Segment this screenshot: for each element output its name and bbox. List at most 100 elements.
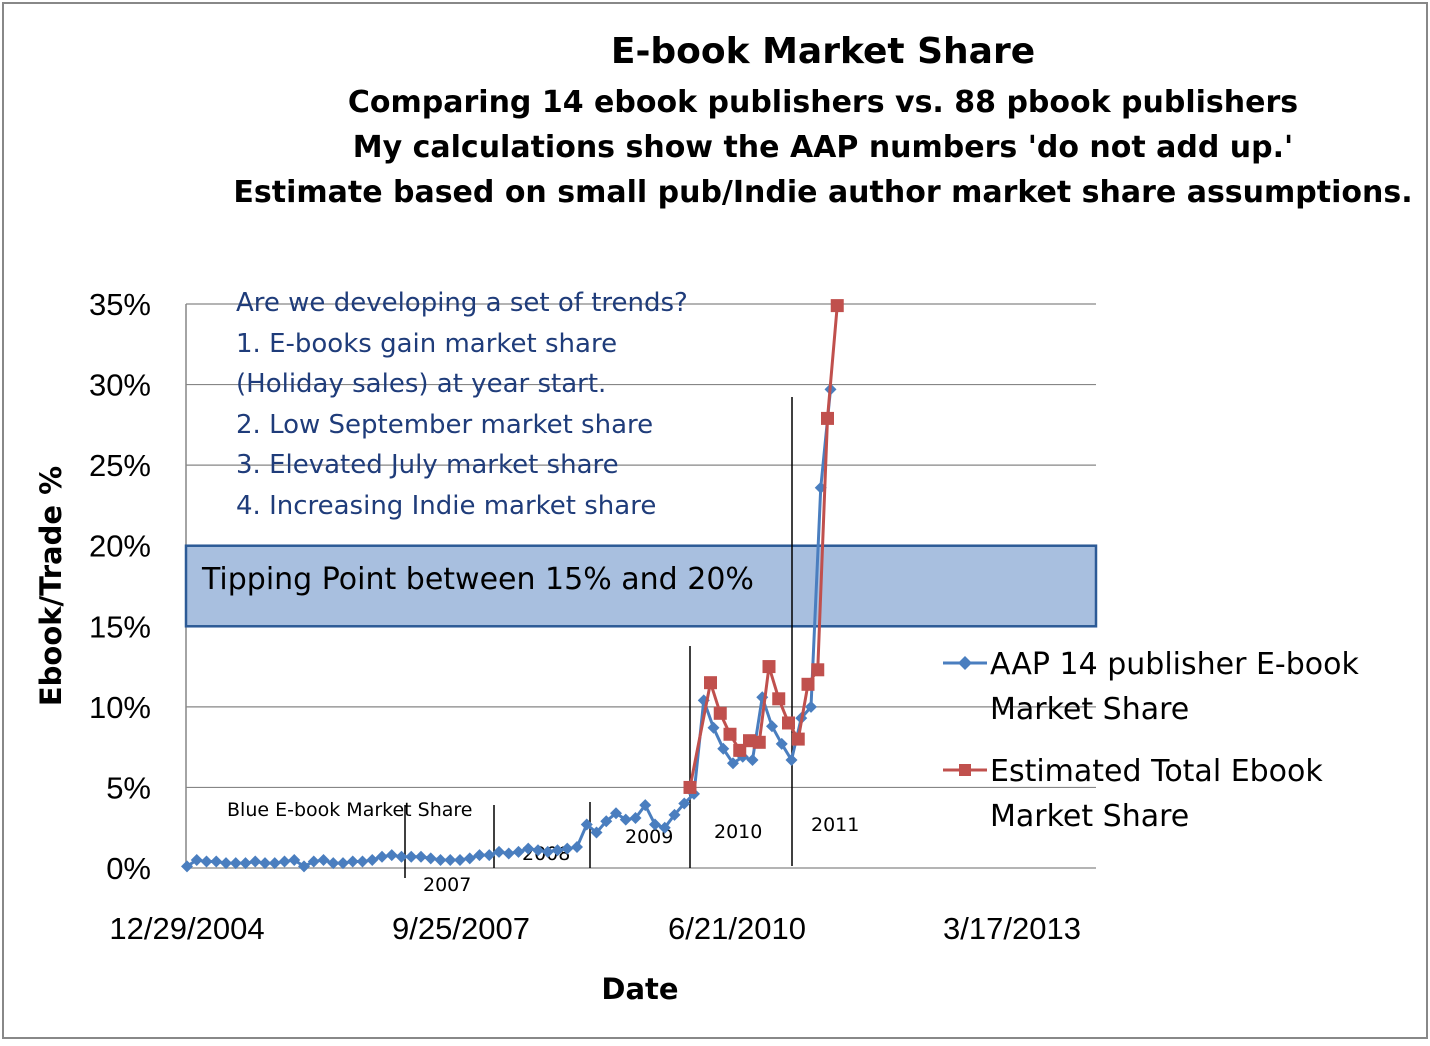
data-point-diamond xyxy=(639,799,652,812)
data-point-diamond xyxy=(493,845,505,858)
note-line-2: 1. E-books gain market share xyxy=(236,329,617,359)
data-point-diamond xyxy=(600,815,613,828)
year-label-2011: 2011 xyxy=(811,814,859,836)
data-point-diamond xyxy=(415,850,427,863)
tipping-point-label: Tipping Point between 15% and 20% xyxy=(201,562,754,597)
data-point-square xyxy=(683,780,697,794)
legend: AAP 14 publisher E-book Market Share Est… xyxy=(943,647,1359,834)
data-point-diamond xyxy=(259,857,271,870)
data-point-diamond xyxy=(483,849,496,862)
chart-title: E-book Market Share xyxy=(611,31,1035,72)
data-point-diamond xyxy=(785,754,798,767)
data-point-diamond xyxy=(298,860,310,873)
x-tick-label: 6/21/2010 xyxy=(668,911,806,946)
data-point-square xyxy=(821,411,834,425)
data-point-diamond xyxy=(200,855,213,868)
data-point-diamond xyxy=(190,853,203,866)
data-point-diamond xyxy=(337,857,349,870)
chart-subtitle-1: Comparing 14 ebook publishers vs. 88 pbo… xyxy=(348,85,1298,120)
y-tick-label: 30% xyxy=(89,368,151,403)
data-point-diamond xyxy=(541,845,554,858)
note-line-4: 2. Low September market share xyxy=(236,410,653,440)
data-point-diamond xyxy=(317,853,330,866)
data-point-diamond xyxy=(356,855,369,868)
data-point-diamond xyxy=(805,700,817,713)
data-point-diamond xyxy=(649,818,661,831)
data-point-diamond xyxy=(249,855,262,868)
data-point-square xyxy=(811,663,825,677)
data-point-diamond xyxy=(580,818,593,831)
data-point-diamond xyxy=(746,754,759,767)
data-point-square xyxy=(762,660,776,674)
year-label-2007: 2007 xyxy=(423,874,471,896)
series-estimated-total xyxy=(683,299,844,794)
data-point-diamond xyxy=(395,850,408,863)
data-point-square xyxy=(723,727,737,741)
chart-subtitle-2: My calculations show the AAP numbers 'do… xyxy=(353,130,1293,165)
y-tick-label: 10% xyxy=(89,690,151,725)
data-point-diamond xyxy=(454,853,466,866)
legend-label-blue-1: AAP 14 publisher E-book xyxy=(990,647,1359,682)
data-point-diamond xyxy=(717,742,730,755)
data-point-diamond xyxy=(522,842,535,855)
note-line-3: (Holiday sales) at year start. xyxy=(236,369,606,399)
data-point-diamond xyxy=(610,807,622,820)
data-point-diamond xyxy=(346,855,359,868)
legend-label-blue-2: Market Share xyxy=(990,692,1189,727)
data-point-diamond xyxy=(473,849,486,862)
data-point-diamond xyxy=(561,842,574,855)
y-tick-label: 15% xyxy=(89,609,151,644)
chart-subtitle-3: Estimate based on small pub/Indie author… xyxy=(233,175,1412,210)
data-point-diamond xyxy=(775,737,788,750)
data-point-diamond xyxy=(434,853,447,866)
data-point-diamond xyxy=(766,720,778,733)
data-point-diamond xyxy=(327,857,340,870)
data-point-diamond xyxy=(512,845,525,858)
data-point-diamond xyxy=(551,844,564,857)
data-point-diamond xyxy=(707,721,720,734)
data-point-square xyxy=(791,732,805,746)
year-label-2010: 2010 xyxy=(714,821,762,843)
data-point-diamond xyxy=(532,844,544,857)
y-tick-label: 5% xyxy=(106,770,151,805)
data-point-diamond xyxy=(444,853,457,866)
y-tick-labels: 0% 5% 10% 15% 20% 25% 30% 35% xyxy=(89,287,151,886)
data-point-square xyxy=(782,716,795,730)
year-label-2009: 2009 xyxy=(625,826,673,848)
data-point-diamond xyxy=(668,808,681,821)
data-point-diamond xyxy=(502,847,515,860)
data-point-diamond xyxy=(376,850,388,863)
data-point-diamond xyxy=(658,821,671,834)
data-point-diamond xyxy=(629,812,642,825)
data-point-diamond xyxy=(229,857,242,870)
data-point-diamond xyxy=(590,826,603,839)
x-tick-label: 9/25/2007 xyxy=(392,911,530,946)
data-point-diamond xyxy=(288,853,301,866)
x-axis-label: Date xyxy=(601,972,678,1006)
data-point-diamond xyxy=(239,857,252,870)
data-point-diamond xyxy=(463,852,476,865)
data-point-diamond xyxy=(366,853,379,866)
data-point-diamond xyxy=(220,857,232,870)
data-point-diamond xyxy=(424,852,437,865)
data-point-diamond xyxy=(727,757,739,770)
y-tick-label: 20% xyxy=(89,529,151,564)
data-point-diamond xyxy=(678,797,691,810)
y-tick-label: 0% xyxy=(106,851,151,886)
blue-series-annotation: Blue E-book Market Share xyxy=(227,799,472,821)
data-point-square xyxy=(772,692,786,706)
note-line-1: Are we developing a set of trends? xyxy=(236,288,688,318)
note-line-5: 3. Elevated July market share xyxy=(236,450,619,480)
legend-label-red-2: Market Share xyxy=(990,799,1189,834)
data-point-diamond xyxy=(385,849,398,862)
legend-marker-square xyxy=(959,764,971,776)
data-point-square xyxy=(830,299,844,313)
x-tick-label: 12/29/2004 xyxy=(109,911,264,946)
data-point-diamond xyxy=(268,857,281,870)
x-tick-label: 3/17/2013 xyxy=(943,911,1081,946)
tipping-point-band xyxy=(184,544,1098,628)
data-point-square xyxy=(713,706,727,720)
legend-label-red-1: Estimated Total Ebook xyxy=(990,754,1323,789)
